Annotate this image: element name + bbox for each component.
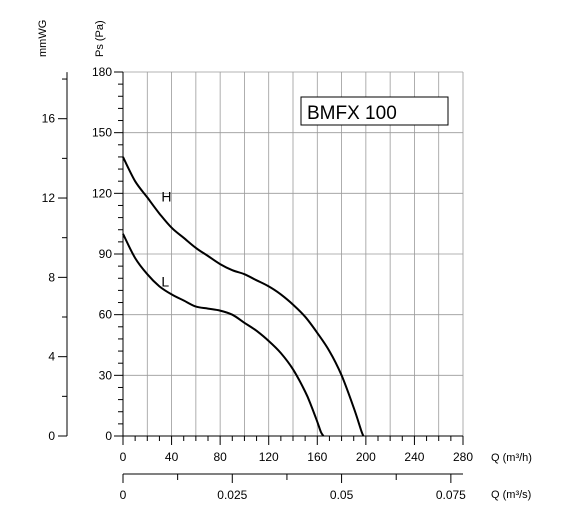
curve-label-h: H bbox=[161, 188, 171, 204]
y-primary-tick-label: 0 bbox=[105, 429, 112, 443]
curve-l bbox=[122, 233, 325, 437]
x-primary-tick-label: 40 bbox=[165, 450, 179, 464]
x-primary-axis-title: Q (m³/h) bbox=[491, 452, 532, 464]
x-secondary-axis-title: Q (m³/s) bbox=[491, 489, 531, 501]
y-primary-axis-title: Ps (Pa) bbox=[94, 20, 106, 57]
y-primary-tick-label: 120 bbox=[92, 186, 112, 200]
title-box-frame bbox=[300, 96, 449, 126]
x-primary-tick-label: 0 bbox=[120, 450, 127, 464]
x-secondary-tick-label: 0.075 bbox=[436, 488, 466, 502]
x-secondary-tick-label: 0.025 bbox=[217, 488, 247, 502]
y-secondary-tick-label: 12 bbox=[42, 191, 56, 205]
x-primary-tick-label: 80 bbox=[213, 450, 227, 464]
x-secondary-tick-label: 0.05 bbox=[330, 488, 354, 502]
curve-h bbox=[122, 156, 365, 437]
curves: HL bbox=[122, 156, 365, 437]
x-primary-tick-label: 280 bbox=[453, 450, 473, 464]
grid bbox=[123, 71, 464, 436]
x-primary-tick-label: 120 bbox=[259, 450, 279, 464]
y-secondary-tick-label: 0 bbox=[48, 429, 55, 443]
y-primary-tick-label: 60 bbox=[99, 308, 113, 322]
x-primary-tick-label: 160 bbox=[307, 450, 327, 464]
y-secondary-tick-label: 16 bbox=[42, 112, 56, 126]
curve-label-l: L bbox=[161, 273, 169, 289]
x-primary-tick-label: 240 bbox=[404, 450, 424, 464]
y-primary-tick-label: 150 bbox=[92, 126, 112, 140]
model-title-box: BMFX 100 bbox=[300, 96, 449, 126]
y-primary-tick-label: 30 bbox=[99, 368, 113, 382]
x-primary-tick-label: 200 bbox=[356, 450, 376, 464]
y-primary-tick-label: 90 bbox=[99, 247, 113, 261]
chart-title: BMFX 100 bbox=[307, 103, 397, 124]
x-secondary-tick-label: 0 bbox=[120, 488, 127, 502]
y-primary-tick-label: 180 bbox=[92, 65, 112, 79]
y-secondary-axis-title: mmWG bbox=[37, 20, 49, 57]
y-secondary-tick-label: 8 bbox=[48, 270, 55, 284]
y-secondary-tick-label: 4 bbox=[48, 350, 55, 364]
